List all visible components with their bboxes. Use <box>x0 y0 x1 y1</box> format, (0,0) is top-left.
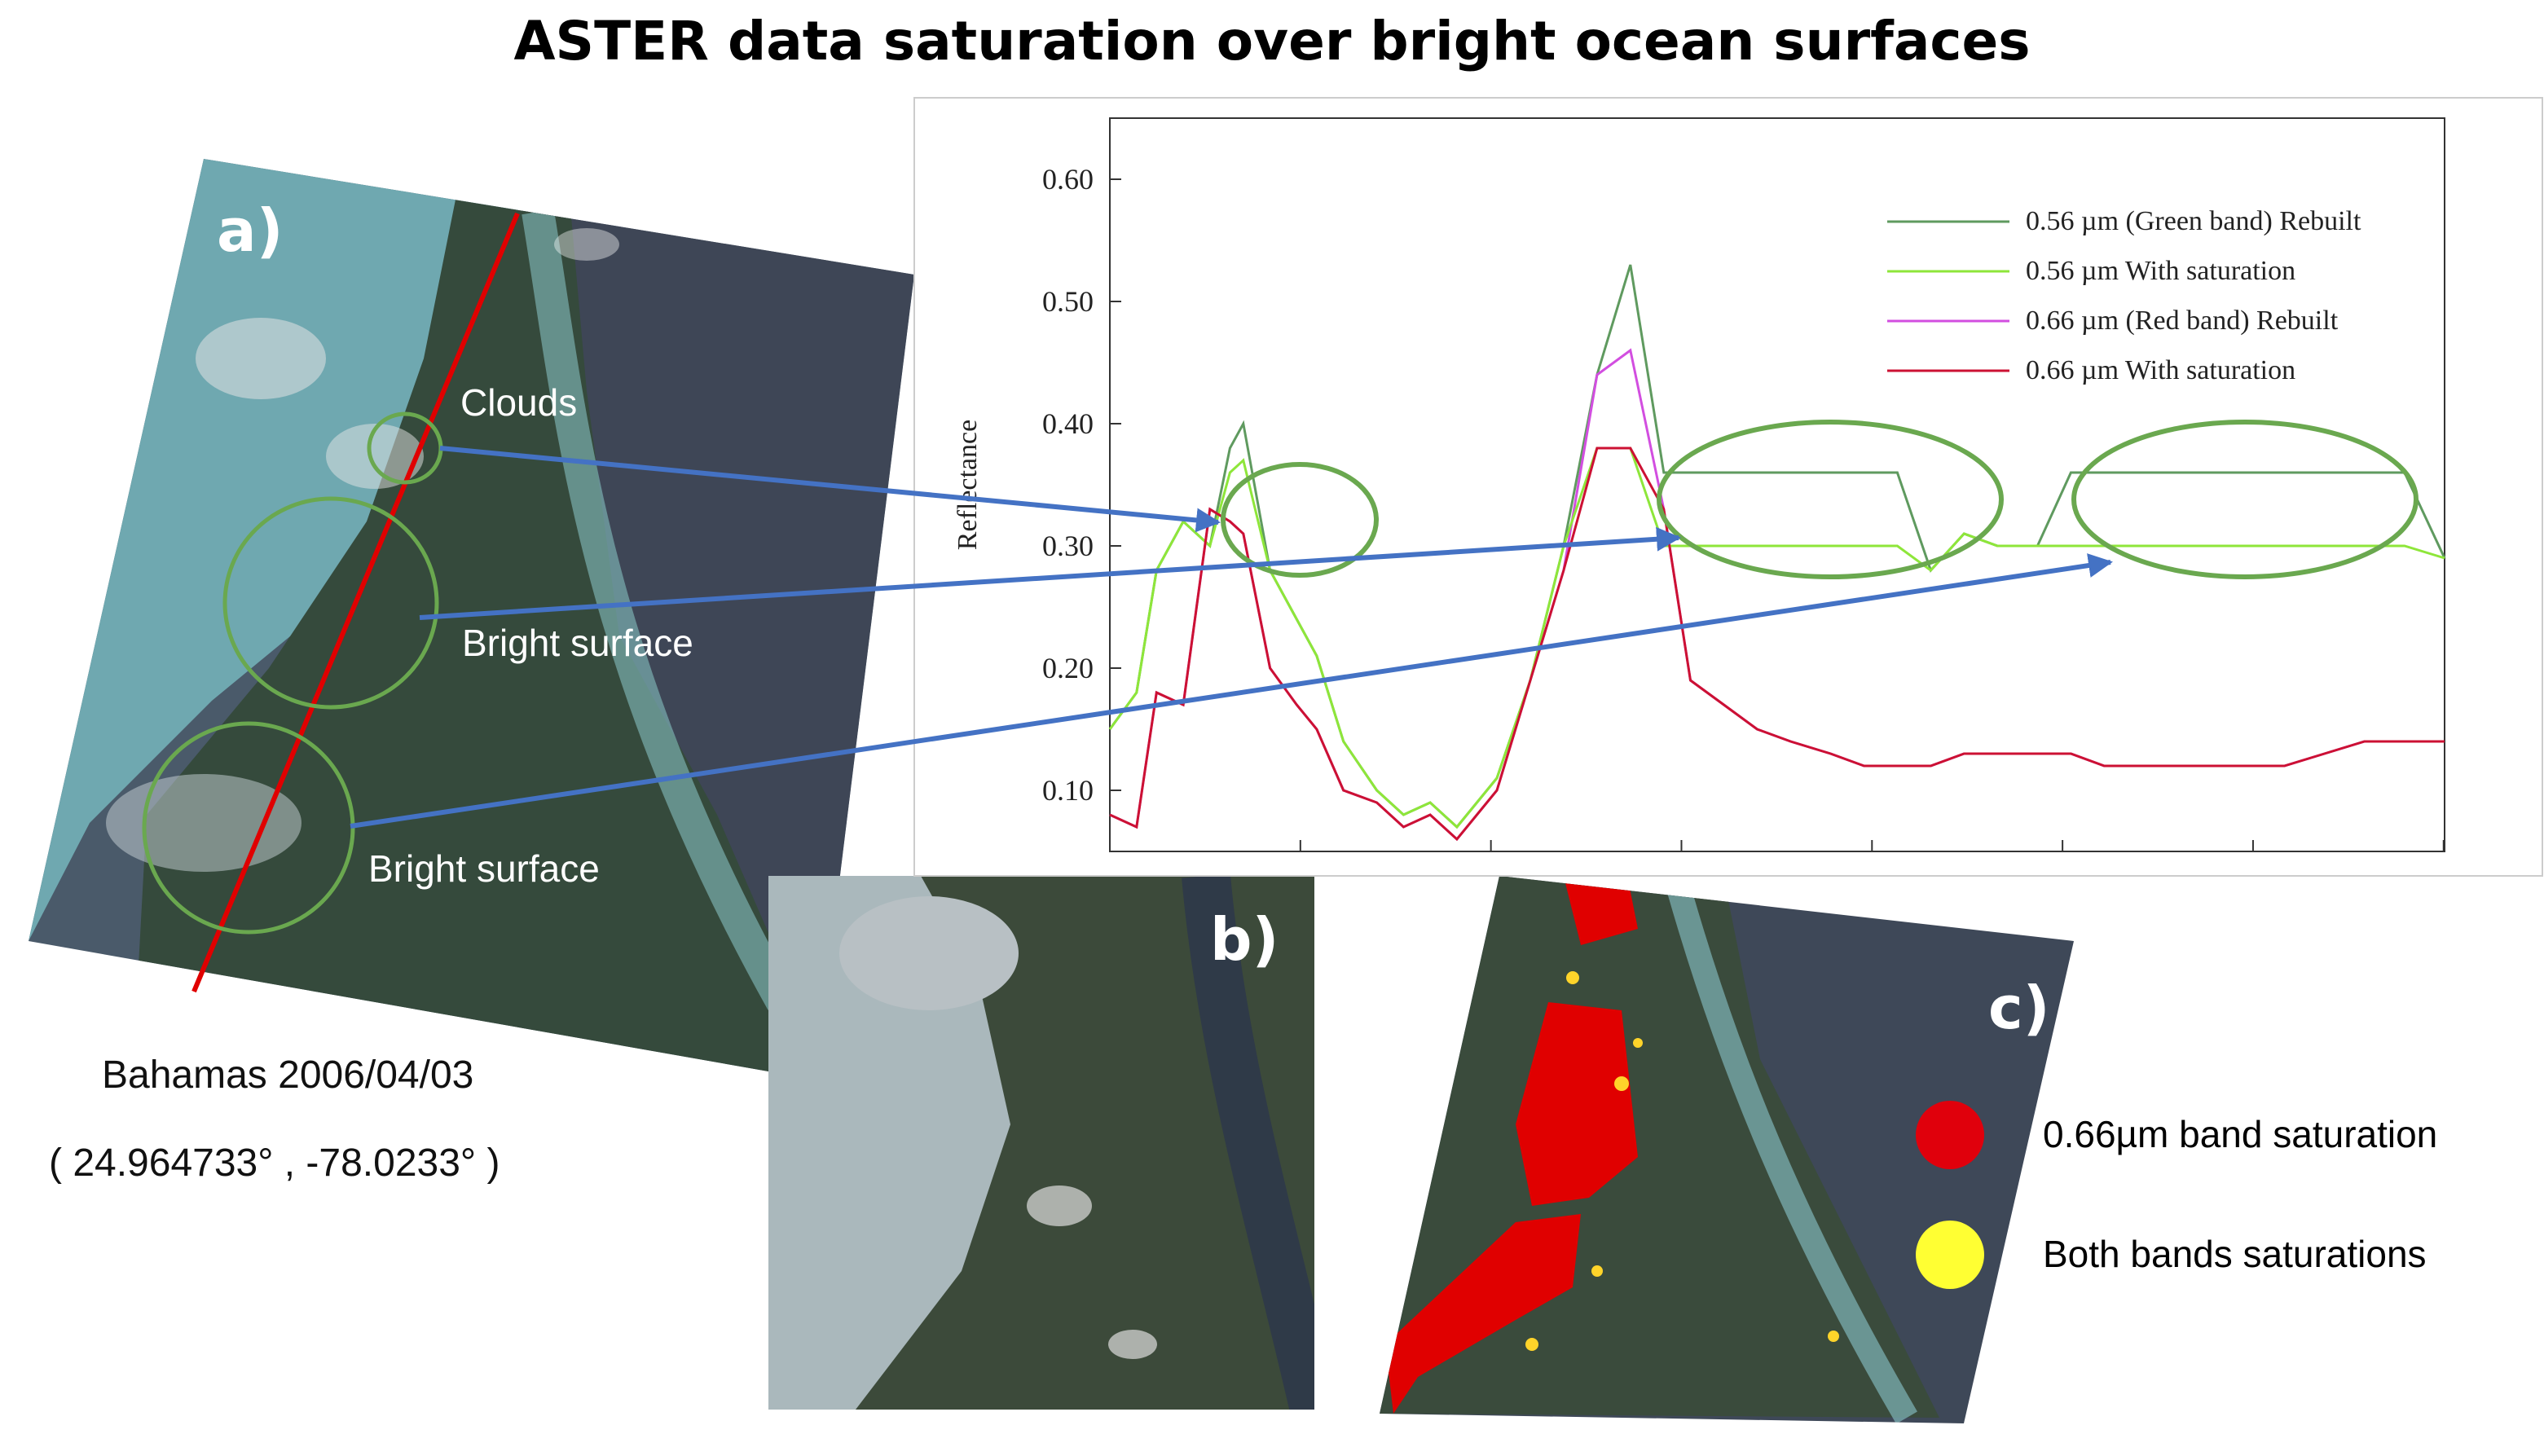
panel-a-image <box>29 159 914 1080</box>
chart-circle-1 <box>1221 462 1379 578</box>
legend-c-label-1: 0.66µm band saturation <box>2043 1113 2437 1155</box>
bright-surface-label-2: Bright surface <box>368 847 600 890</box>
legend-label: 0.56 µm (Green band) Rebuilt <box>2026 206 2361 236</box>
arrow-clouds <box>439 446 1221 533</box>
plot-frame <box>1109 117 2445 852</box>
chart-circle-3 <box>2071 420 2419 579</box>
red-saturation-area <box>1565 880 1638 945</box>
legend-c-label-2: Both bands saturations <box>2043 1233 2427 1275</box>
y-tick-label: 0.60 <box>1042 163 1094 196</box>
panel-a-label: a) <box>217 196 284 265</box>
y-tick-label: 0.10 <box>1042 774 1094 807</box>
legend-label: 0.66 µm With saturation <box>2026 355 2295 385</box>
figure-title: ASTER data saturation over bright ocean … <box>513 10 2031 73</box>
y-tick-label: 0.30 <box>1042 530 1094 562</box>
panel-b-label: b) <box>1210 905 1279 974</box>
legend-label: 0.56 µm With saturation <box>2026 256 2295 286</box>
y-axis-label: Reflectance <box>953 420 983 550</box>
yellow-swatch <box>1916 1221 1984 1289</box>
red-saturation-area <box>1385 1214 1581 1414</box>
arrow-bright-1 <box>419 526 1681 620</box>
y-tick-label: 0.20 <box>1042 652 1094 684</box>
red-saturation-area <box>1516 1002 1638 1206</box>
arrow-bright-2 <box>350 553 2113 829</box>
bright-surface-circle-1 <box>222 496 439 710</box>
coordinates-caption: ( 24.964733° , -78.0233° ) <box>49 1141 500 1185</box>
clouds-label: Clouds <box>460 381 577 424</box>
panel-b-image <box>768 876 1314 1410</box>
series-line-3 <box>1109 446 2445 842</box>
chart-circle-2 <box>1657 420 2004 579</box>
panel-c-label: c) <box>1988 974 2050 1042</box>
transect-line <box>191 212 520 993</box>
y-tick-label: 0.50 <box>1042 285 1094 318</box>
reflectance-chart: 0.60 0.50 0.40 0.30 0.20 0.10 Reflectance 0.56 … <box>953 117 2446 852</box>
location-caption: Bahamas 2006/04/03 <box>102 1054 474 1097</box>
bright-surface-label-1: Bright surface <box>462 622 693 664</box>
annotation-overlay <box>142 212 2419 993</box>
chart-background <box>913 97 2543 877</box>
y-tick-label: 0.40 <box>1042 407 1094 440</box>
red-swatch <box>1916 1101 1984 1169</box>
panel-c-legend: 0.66µm band saturation Both bands satura… <box>1916 1101 2437 1289</box>
legend-label: 0.66 µm (Red band) Rebuilt <box>2026 306 2339 336</box>
